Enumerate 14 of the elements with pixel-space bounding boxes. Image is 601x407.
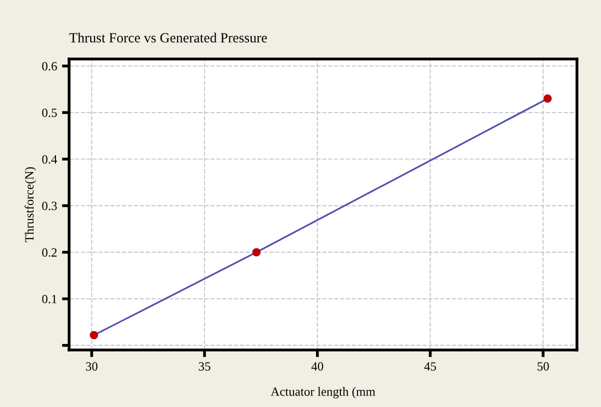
x-axis-title: Actuator length (mm [270, 387, 376, 398]
y-tick-label: 0.6 [42, 62, 57, 71]
x-tick-label: 50 [538, 362, 549, 371]
x-tick-label: 30 [86, 362, 98, 371]
y-tick-label: 0.5 [42, 108, 57, 118]
chart-title: Thrust Force vs Generated Pressure [69, 32, 267, 42]
y-tick-label: 0.2 [42, 248, 57, 257]
x-tick-label: 40 [311, 362, 324, 371]
x-tick-label: 35 [198, 362, 210, 371]
y-tick-label: 0.4 [42, 155, 58, 164]
y-tick-label: 0.1 [42, 294, 57, 304]
x-tick-label: 45 [424, 362, 436, 371]
y-axis-title: Thrustforce(N) [24, 167, 36, 242]
y-tick-label: 0.3 [42, 202, 57, 210]
